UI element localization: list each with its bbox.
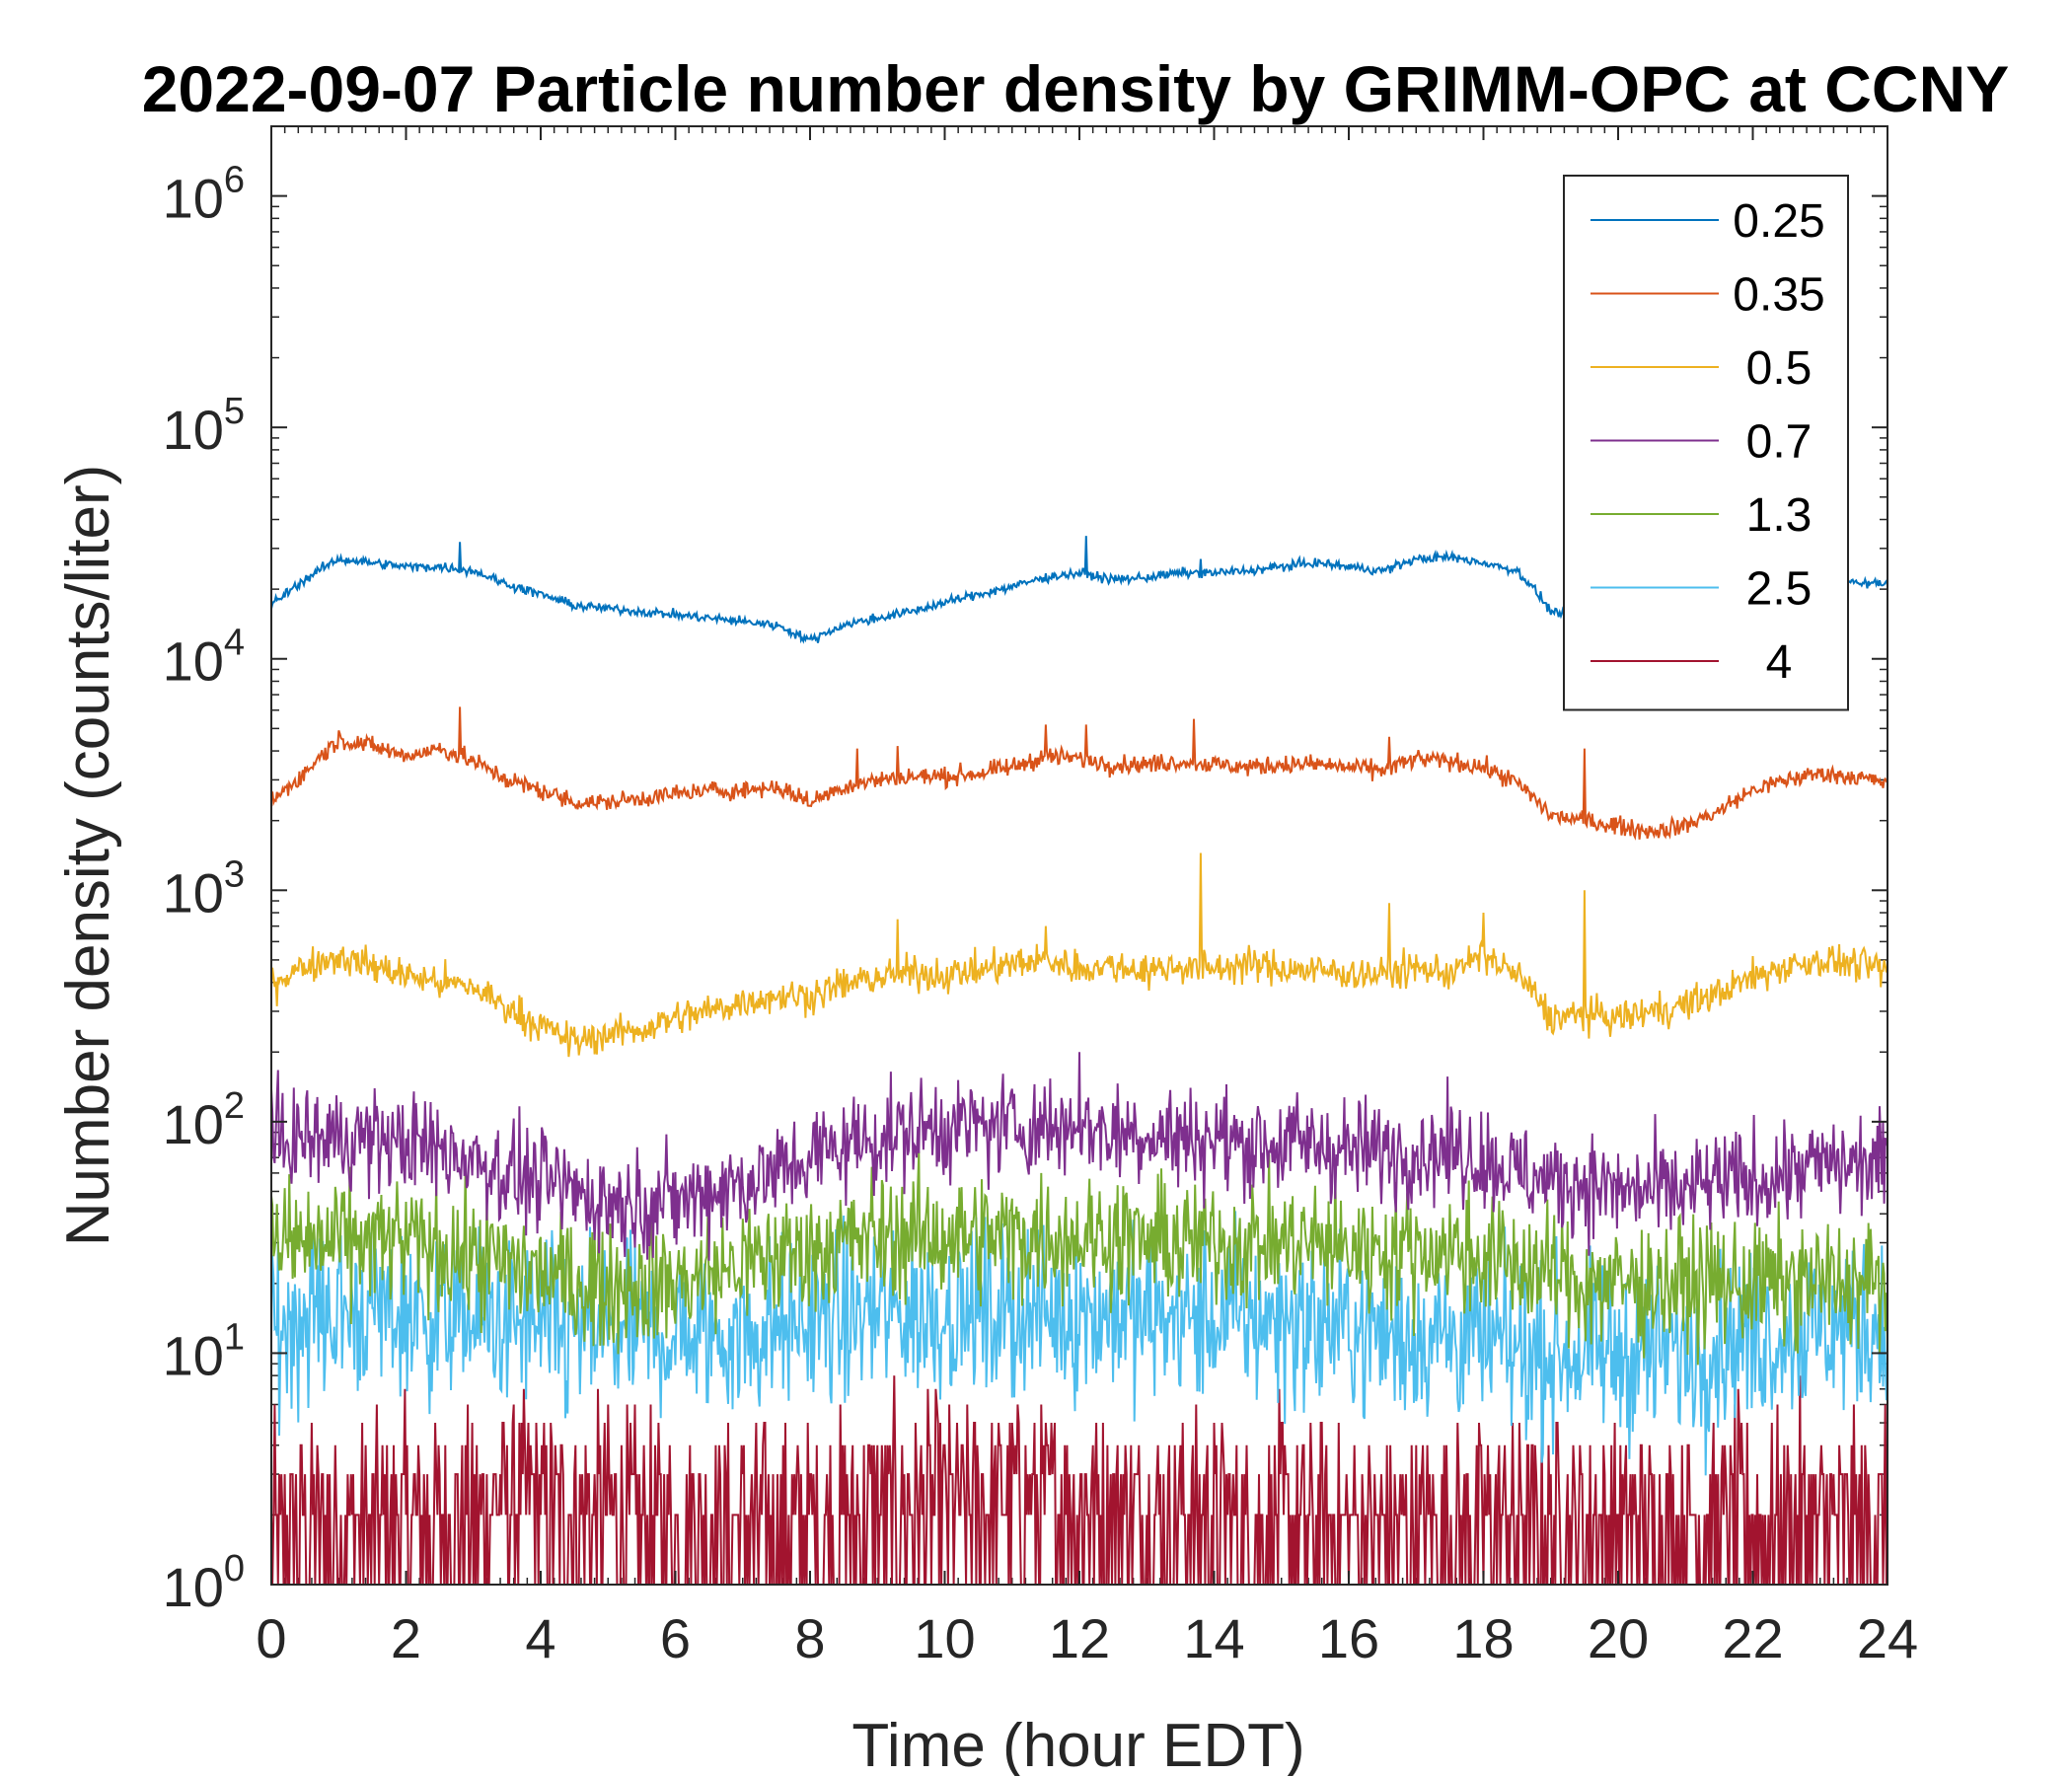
x-tick-label: 20 (1588, 1607, 1649, 1669)
series-line-0.7 (270, 1052, 1888, 1261)
x-tick-label: 0 (256, 1607, 286, 1669)
x-tick-label: 8 (794, 1607, 825, 1669)
legend: 0.25 0.35 0.5 0.7 1.3 2.5 4 (1563, 175, 1849, 711)
legend-box (1563, 175, 1849, 711)
x-axis-label: Time (hour EDT) (851, 1712, 1304, 1776)
y-tick-label: 106 (163, 160, 245, 230)
y-tick-label: 102 (163, 1085, 245, 1155)
series-line-4 (270, 1375, 1888, 1586)
x-tick-label: 18 (1452, 1607, 1514, 1669)
x-tick-label: 10 (914, 1607, 975, 1669)
x-tick-label: 16 (1318, 1607, 1379, 1669)
y-tick-label: 105 (163, 391, 245, 461)
y-tick-label: 104 (163, 623, 245, 693)
x-tick-label: 2 (391, 1607, 421, 1669)
y-axis-label: Number density (counts/liter) (54, 465, 122, 1247)
series-layer (270, 536, 1888, 1586)
x-tick-label: 14 (1183, 1607, 1244, 1669)
x-tick-label: 6 (660, 1607, 691, 1669)
legend-label-0.35: 0.35 (1733, 269, 1824, 322)
legend-label-0.25: 0.25 (1733, 195, 1824, 248)
series-line-0.35 (270, 706, 1888, 841)
x-tick-label: 4 (525, 1607, 555, 1669)
legend-label-0.5: 0.5 (1746, 342, 1813, 395)
y-tick-label: 100 (163, 1548, 245, 1618)
x-tick-label: 22 (1722, 1607, 1783, 1669)
legend-label-1.3: 1.3 (1746, 489, 1813, 542)
legend-label-4: 4 (1766, 636, 1793, 689)
y-axis-ticks: 100 101 102 103 104 105 106 (163, 160, 1887, 1618)
chart-title: 2022-09-07 Particle number density by GR… (142, 52, 2010, 125)
series-line-1.3 (270, 1150, 1888, 1366)
y-tick-label: 101 (163, 1316, 245, 1386)
x-tick-label: 24 (1857, 1607, 1918, 1669)
x-axis-ticks: 0 2 4 6 8 10 12 14 16 18 20 22 24 (256, 126, 1918, 1669)
series-line-2.5 (270, 1211, 1888, 1476)
series-line-0.5 (270, 852, 1888, 1058)
x-tick-label: 12 (1049, 1607, 1110, 1669)
y-tick-label: 103 (163, 853, 245, 924)
legend-label-0.7: 0.7 (1746, 416, 1813, 469)
legend-label-2.5: 2.5 (1746, 563, 1813, 616)
